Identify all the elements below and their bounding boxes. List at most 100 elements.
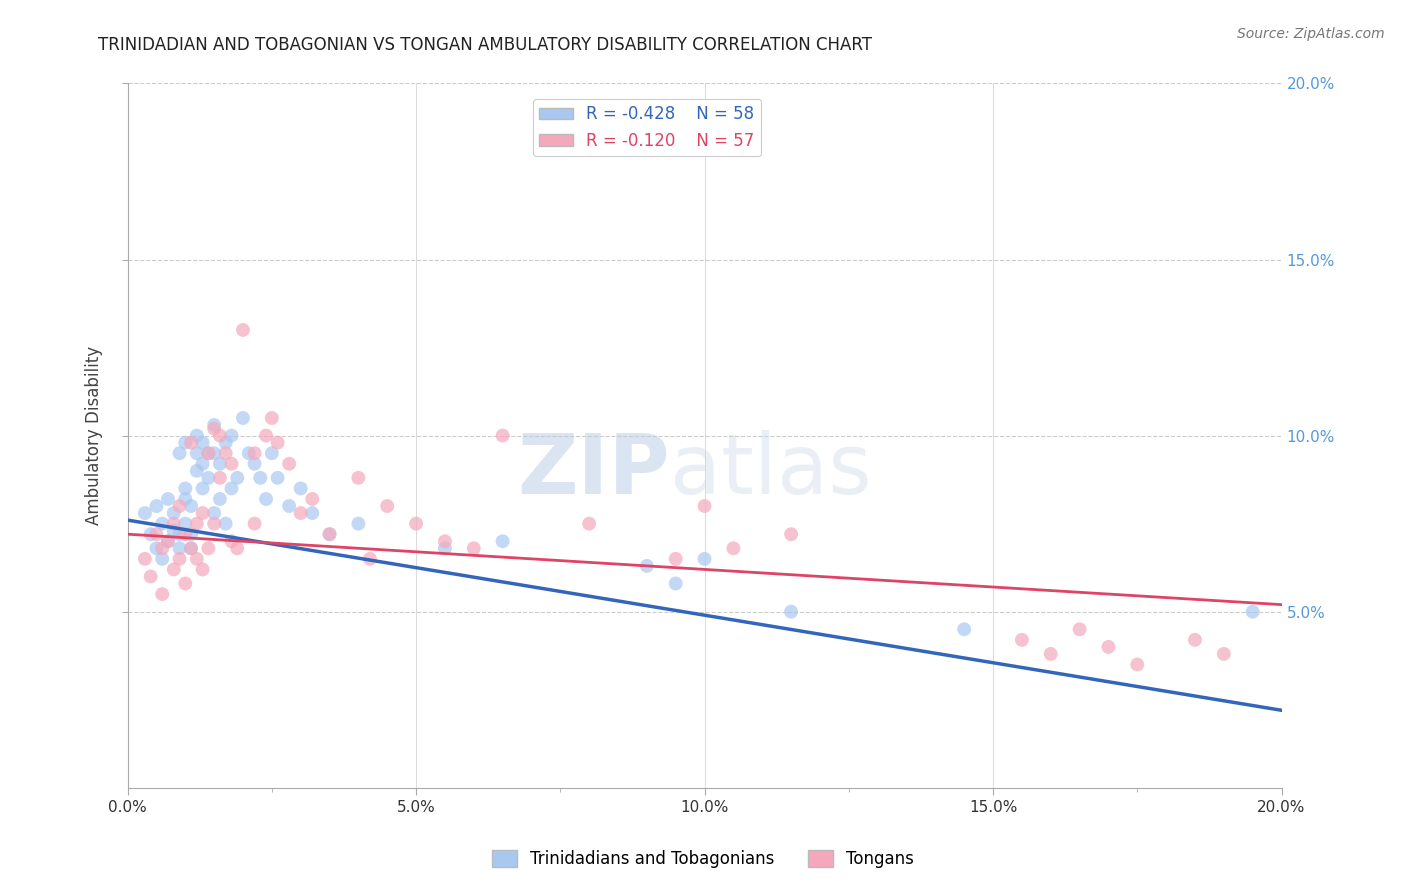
Point	[191, 482, 214, 496]
Text: atlas: atlas	[669, 430, 872, 511]
Point	[191, 562, 214, 576]
Point	[156, 534, 179, 549]
Point	[254, 491, 277, 506]
Point	[278, 499, 301, 513]
Point	[163, 562, 186, 576]
Point	[163, 524, 186, 538]
Point	[780, 527, 803, 541]
Text: Source: ZipAtlas.com: Source: ZipAtlas.com	[1237, 27, 1385, 41]
Point	[1212, 647, 1234, 661]
Point	[186, 464, 208, 478]
Point	[226, 541, 249, 556]
Point	[953, 622, 976, 636]
Point	[150, 516, 173, 531]
Point	[208, 428, 231, 442]
Point	[232, 323, 254, 337]
Point	[221, 482, 243, 496]
Point	[180, 541, 202, 556]
Point	[318, 527, 340, 541]
Point	[278, 457, 301, 471]
Point	[215, 516, 238, 531]
Point	[202, 421, 225, 435]
Point	[174, 576, 197, 591]
Point	[318, 527, 340, 541]
Point	[174, 482, 197, 496]
Point	[780, 605, 803, 619]
Legend: R = -0.428    N = 58, R = -0.120    N = 57: R = -0.428 N = 58, R = -0.120 N = 57	[533, 99, 761, 156]
Point	[191, 457, 214, 471]
Point	[359, 552, 381, 566]
Point	[169, 527, 191, 541]
Point	[301, 491, 323, 506]
Point	[301, 506, 323, 520]
Point	[174, 491, 197, 506]
Point	[180, 499, 202, 513]
Point	[186, 516, 208, 531]
Point	[197, 541, 219, 556]
Point	[202, 417, 225, 432]
Point	[145, 499, 167, 513]
Point	[174, 516, 197, 531]
Point	[221, 428, 243, 442]
Point	[169, 552, 191, 566]
Point	[208, 491, 231, 506]
Point	[150, 587, 173, 601]
Point	[169, 446, 191, 460]
Point	[134, 552, 156, 566]
Point	[221, 457, 243, 471]
Point	[693, 499, 716, 513]
Point	[150, 552, 173, 566]
Point	[290, 482, 312, 496]
Point	[202, 446, 225, 460]
Point	[139, 569, 162, 583]
Point	[433, 534, 456, 549]
Point	[347, 471, 370, 485]
Point	[202, 506, 225, 520]
Text: ZIP: ZIP	[517, 430, 669, 511]
Point	[197, 471, 219, 485]
Y-axis label: Ambulatory Disability: Ambulatory Disability	[86, 346, 103, 525]
Point	[243, 457, 266, 471]
Point	[578, 516, 600, 531]
Point	[208, 471, 231, 485]
Point	[197, 446, 219, 460]
Point	[1069, 622, 1091, 636]
Point	[150, 541, 173, 556]
Point	[491, 534, 513, 549]
Point	[1241, 605, 1264, 619]
Point	[238, 446, 260, 460]
Point	[186, 428, 208, 442]
Point	[174, 435, 197, 450]
Point	[221, 534, 243, 549]
Point	[290, 506, 312, 520]
Point	[145, 541, 167, 556]
Point	[191, 506, 214, 520]
Point	[163, 516, 186, 531]
Point	[169, 541, 191, 556]
Point	[723, 541, 745, 556]
Point	[226, 471, 249, 485]
Point	[249, 471, 271, 485]
Point	[266, 471, 288, 485]
Point	[693, 552, 716, 566]
Point	[145, 527, 167, 541]
Point	[215, 446, 238, 460]
Point	[1184, 632, 1206, 647]
Point	[665, 576, 688, 591]
Point	[491, 428, 513, 442]
Point	[405, 516, 427, 531]
Point	[208, 457, 231, 471]
Point	[665, 552, 688, 566]
Point	[1039, 647, 1062, 661]
Point	[186, 446, 208, 460]
Point	[180, 541, 202, 556]
Point	[180, 527, 202, 541]
Point	[1097, 640, 1119, 654]
Point	[254, 428, 277, 442]
Point	[191, 435, 214, 450]
Point	[433, 541, 456, 556]
Point	[134, 506, 156, 520]
Point	[180, 435, 202, 450]
Point	[463, 541, 485, 556]
Point	[156, 534, 179, 549]
